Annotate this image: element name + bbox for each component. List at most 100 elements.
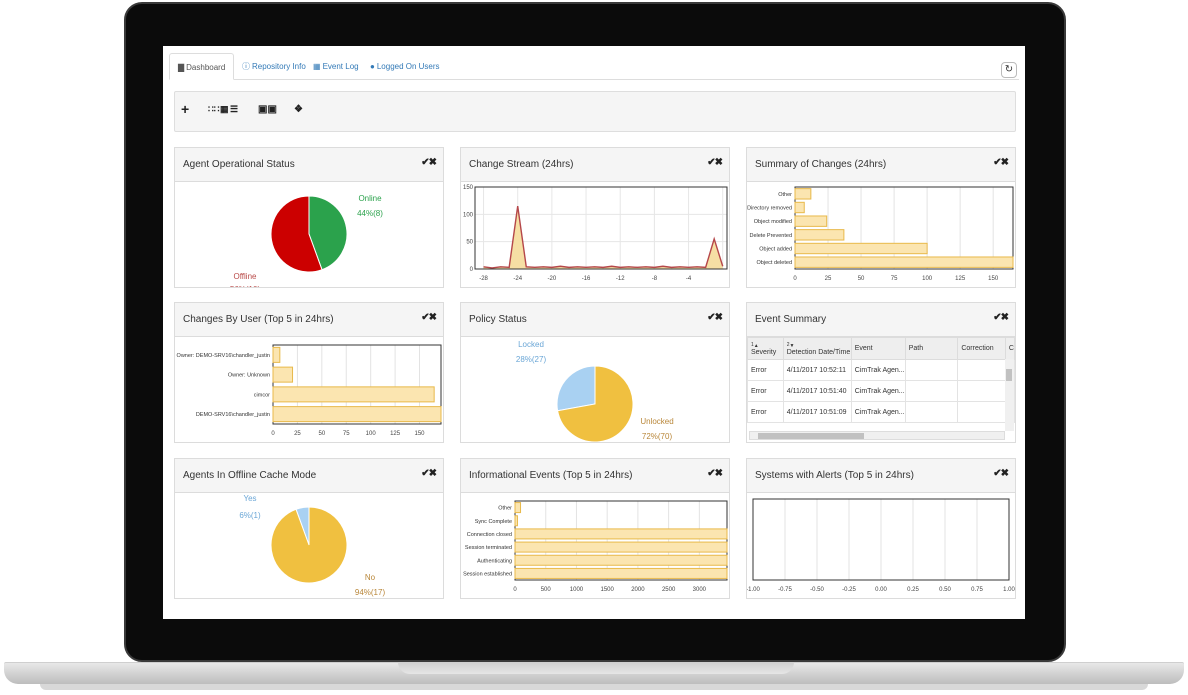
panel-title: Changes By User (Top 5 in 24hrs) xyxy=(183,314,334,325)
x-tick-label: 0 xyxy=(793,276,797,282)
panel-controls[interactable]: ✔✖ xyxy=(421,468,437,479)
tab-event-log[interactable]: ▦ Event Log xyxy=(305,53,367,80)
col-detection-date[interactable]: 2▼ Detection Date/Time xyxy=(782,337,852,360)
panel-controls[interactable]: ✔✖ xyxy=(993,468,1009,479)
x-tick-label: -1.00 xyxy=(747,587,760,593)
event-summary-body: 1▲ Severity 2▼ Detection Date/Time Event P… xyxy=(747,337,1015,442)
x-tick-label: 3000 xyxy=(693,587,707,593)
x-tick-label: 0.50 xyxy=(939,587,951,593)
refresh-button[interactable]: ↻ xyxy=(1001,62,1017,78)
list-icon[interactable]: ☰ xyxy=(230,104,239,114)
x-tick-label: -0.75 xyxy=(778,587,792,593)
sort-up-icon: ▲ xyxy=(753,342,759,349)
cell-correction xyxy=(957,359,1006,381)
panel-header: Policy Status ✔✖ xyxy=(461,303,729,337)
x-tick-label: 1000 xyxy=(570,587,584,593)
x-tick-label: 25 xyxy=(825,276,832,282)
tab-label: Repository Info xyxy=(252,62,306,71)
tab-label: Logged On Users xyxy=(376,62,440,71)
bar xyxy=(794,201,805,214)
y-category-label: Object modified xyxy=(754,219,792,225)
x-tick-label: 0.00 xyxy=(875,587,887,593)
cell-path xyxy=(904,380,959,402)
tag-icon[interactable]: ❖ xyxy=(294,104,303,115)
y-category-label: Delete Prevented xyxy=(750,233,793,239)
x-tick-label: -0.25 xyxy=(842,587,856,593)
tab-dashboard[interactable]: ▇ Dashboard xyxy=(169,53,235,80)
pie-slice-online xyxy=(308,195,348,271)
add-widget-button[interactable]: + xyxy=(181,101,190,117)
panel-controls[interactable]: ✔✖ xyxy=(993,157,1009,168)
pie-value-label: 28%(27) xyxy=(516,355,547,364)
y-category-label: DEMO-SRV16\chandler_justin xyxy=(196,412,270,418)
x-tick-label: 0 xyxy=(271,431,275,437)
toggle-icon[interactable]: ▣▣ xyxy=(258,104,277,115)
tab-bar: ▇ Dashboard ⓘ Repository Info ▦ Event Log ●… xyxy=(169,52,1019,80)
y-category-label: Sync Complete xyxy=(475,519,512,525)
scroll-thumb[interactable] xyxy=(758,433,864,439)
grid-small-icon[interactable]: ∷∷ xyxy=(208,104,220,114)
bar xyxy=(272,346,281,363)
table-row[interactable]: Error 4/11/2017 10:52:11 CimTrak Agen... xyxy=(747,359,1015,381)
x-tick-label: -4 xyxy=(686,276,692,282)
pie-value-label: 44%(8) xyxy=(357,209,383,218)
col-label: Correction xyxy=(961,345,994,352)
cell-event: CimTrak Agen... xyxy=(850,380,906,402)
tab-logged-on-users[interactable]: ● Logged On Users xyxy=(362,53,448,80)
x-tick-label: -28 xyxy=(479,276,488,282)
chart-info-events: 0 500 1000 1500 2000 2500 3000 Other Sync Comple… xyxy=(461,493,729,598)
x-tick-label: 150 xyxy=(988,276,999,282)
x-tick-label: 100 xyxy=(366,431,377,437)
col-c[interactable]: C xyxy=(1004,337,1015,360)
tab-label: Dashboard xyxy=(186,63,226,72)
tab-repository-info[interactable]: ⓘ Repository Info xyxy=(234,53,314,80)
col-severity[interactable]: 1▲ Severity xyxy=(747,337,784,360)
panel-controls[interactable]: ✔✖ xyxy=(707,468,723,479)
bar xyxy=(272,406,442,423)
col-path[interactable]: Path xyxy=(904,337,959,360)
cell-severity: Error xyxy=(747,380,784,402)
panel-title: Agents In Offline Cache Mode xyxy=(183,470,317,481)
col-label: Path xyxy=(908,345,924,352)
panel-controls[interactable]: ✔✖ xyxy=(707,312,723,323)
panel-controls[interactable]: ✔✖ xyxy=(707,157,723,168)
col-event[interactable]: Event xyxy=(850,337,906,360)
bar-chart-icon: ▇ xyxy=(178,63,185,72)
vertical-scrollbar[interactable] xyxy=(1005,359,1014,431)
x-tick-label: 1500 xyxy=(600,587,614,593)
x-tick-label: 75 xyxy=(343,431,350,437)
y-category-label: Object added xyxy=(759,247,792,253)
pie-slice-locked xyxy=(556,365,596,412)
panel-title: Policy Status xyxy=(469,314,527,325)
x-tick-label: -16 xyxy=(582,276,591,282)
pie-value-label: 94%(17) xyxy=(355,588,386,597)
cell-correction xyxy=(957,380,1006,402)
x-tick-label: 25 xyxy=(294,431,301,437)
grid-large-icon[interactable]: ▦ xyxy=(220,104,229,114)
table-row[interactable]: Error 4/11/2017 10:51:40 CimTrak Agen... xyxy=(747,380,1015,402)
tab-label: Event Log xyxy=(322,62,359,71)
panel-title: Agent Operational Status xyxy=(183,159,295,170)
cell-path xyxy=(904,401,959,423)
panel-policy-status: Policy Status ✔✖ Locked Unlocked 28%(27) 72… xyxy=(460,302,730,443)
x-tick-label: -0.50 xyxy=(810,587,824,593)
panel-changes-by-user: Changes By User (Top 5 in 24hrs) ✔✖ 0 25 5… xyxy=(174,302,444,443)
panel-controls[interactable]: ✔✖ xyxy=(421,312,437,323)
bar xyxy=(272,386,435,403)
scroll-thumb[interactable] xyxy=(1006,369,1012,381)
panel-controls[interactable]: ✔✖ xyxy=(421,157,437,168)
panel-title: Informational Events (Top 5 in 24hrs) xyxy=(469,470,633,481)
cell-severity: Error xyxy=(747,401,784,423)
x-tick-label: 150 xyxy=(415,431,426,437)
info-icon: ⓘ xyxy=(242,62,250,71)
panel-controls[interactable]: ✔✖ xyxy=(993,312,1009,323)
table-row[interactable]: Error 4/11/2017 10:51:09 CimTrak Agen... xyxy=(747,401,1015,423)
horizontal-scrollbar[interactable] xyxy=(749,431,1005,440)
screen: ▇ Dashboard ⓘ Repository Info ▦ Event Log ●… xyxy=(163,46,1025,619)
panel-event-summary: Event Summary ✔✖ 1▲ Severity 2▼ Detection … xyxy=(746,302,1016,443)
y-category-label: Other xyxy=(778,192,792,198)
cell-date: 4/11/2017 10:51:09 xyxy=(782,401,852,423)
y-category-label: Directory removed xyxy=(747,206,792,212)
x-tick-label: 0 xyxy=(513,587,517,593)
col-correction[interactable]: Correction xyxy=(957,337,1006,360)
